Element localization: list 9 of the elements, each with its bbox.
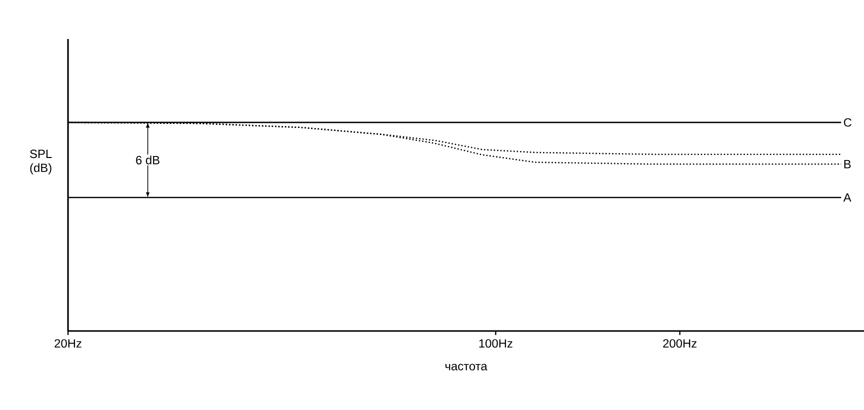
- series-label: A: [843, 193, 852, 202]
- series-label: B: [844, 160, 851, 168]
- annotation: 6 dB: [136, 156, 160, 164]
- x-tick-label: 100Hz: [479, 339, 512, 348]
- x-tick-label: 20Hz: [54, 339, 82, 348]
- series-label: C: [844, 118, 852, 127]
- x-axis-title: частота: [445, 364, 488, 370]
- y-axis-title: SPL (dB): [30, 150, 52, 174]
- x-tick-label: 200Hz: [663, 339, 696, 348]
